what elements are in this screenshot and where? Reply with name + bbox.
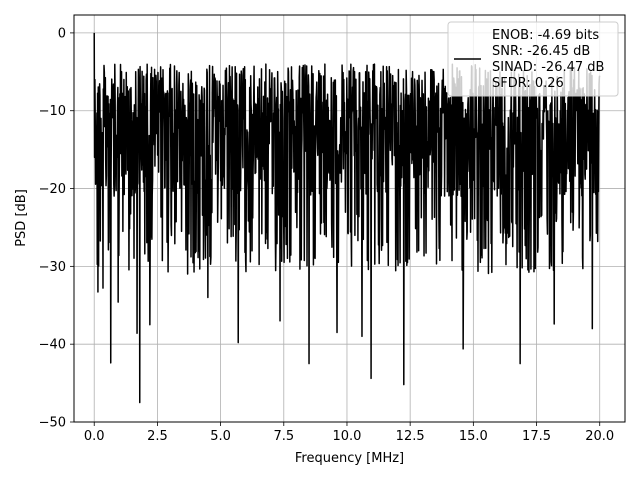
x-tick-label: 7.5 xyxy=(273,429,294,444)
legend-sfdr: SFDR: 0.26 xyxy=(492,76,564,91)
legend-box xyxy=(447,21,619,97)
x-tick-label: 0.0 xyxy=(84,429,105,444)
x-tick-label: 20.0 xyxy=(585,429,614,444)
x-tick-label: 17.5 xyxy=(522,429,551,444)
x-tick-label: 15.0 xyxy=(459,429,488,444)
y-tick-label: 0 xyxy=(58,26,66,41)
legend: ENOB: -4.69 bits SNR: -26.45 dB SINAD: -… xyxy=(447,21,619,97)
x-axis-label: Frequency [MHz] xyxy=(295,451,404,466)
axis-ticks: 0.0 2.5 5.0 7.5 10.0 12.5 15.0 17.5 20.0 0 −10 −20 −… xyxy=(39,26,615,444)
y-axis-label: PSD [dB] xyxy=(14,189,29,247)
legend-sinad: SINAD: -26.47 dB xyxy=(492,60,604,75)
y-tick-label: −10 xyxy=(39,104,66,119)
x-tick-label: 2.5 xyxy=(147,429,168,444)
x-tick-label: 5.0 xyxy=(210,429,231,444)
x-tick-label: 10.0 xyxy=(332,429,361,444)
legend-snr: SNR: -26.45 dB xyxy=(492,44,590,59)
y-tick-label: −30 xyxy=(39,260,66,275)
x-tick-label: 12.5 xyxy=(396,429,425,444)
y-tick-label: −50 xyxy=(39,416,66,431)
legend-enob: ENOB: -4.69 bits xyxy=(492,28,599,43)
y-tick-label: −40 xyxy=(39,338,66,353)
plot-frame xyxy=(73,14,626,423)
y-tick-label: −20 xyxy=(39,182,66,197)
